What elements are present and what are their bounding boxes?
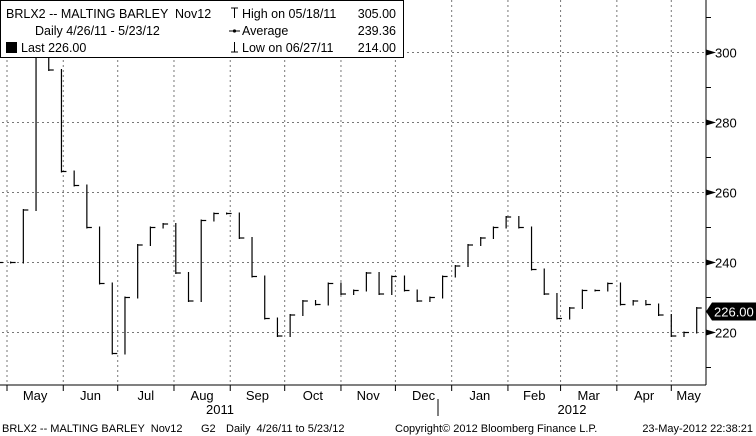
xtick-label: Apr	[634, 388, 655, 403]
ytick-arrow	[706, 49, 716, 56]
last-price-label: 226.00	[714, 305, 754, 320]
axes: 220 240 260 280 300 May Jun Jul Aug Sep Oct Nov Dec J…	[0, 0, 737, 403]
legend: BRLX2 -- MALTING BARLEY Nov12 Daily 4/26…	[0, 0, 404, 58]
xtick-label: Dec	[412, 388, 436, 403]
xtick-label: Jan	[469, 388, 490, 403]
legend-low-label: Low on 06/27/11	[242, 41, 334, 55]
ytick-label: 300	[715, 46, 737, 61]
xtick-label: Jun	[80, 388, 101, 403]
year-label-2011: 2011	[206, 402, 234, 417]
ytick-arrow	[706, 119, 716, 126]
ytick-label: 260	[715, 186, 737, 201]
grid	[2, 0, 706, 385]
footer-range: Daily 4/26/11 to 5/23/12	[226, 423, 344, 435]
ytick-arrow	[706, 189, 716, 196]
legend-high-label: High on 05/18/11	[242, 7, 336, 21]
year-label-2012: 2012	[558, 402, 587, 417]
last-square-icon	[6, 42, 17, 53]
low-marker-icon	[231, 42, 238, 53]
xtick-label: Mar	[578, 388, 601, 403]
last-price-badge: 226.00	[706, 302, 756, 321]
ytick-label: 220	[715, 326, 737, 341]
xtick-label: May	[676, 388, 701, 403]
legend-title: BRLX2 -- MALTING BARLEY Nov12	[6, 7, 211, 21]
average-marker-icon	[229, 29, 240, 33]
xtick-label: Feb	[523, 388, 545, 403]
xtick-label: Sep	[246, 388, 269, 403]
footer-ticker: BRLX2 -- MALTING BARLEY Nov12	[2, 423, 183, 435]
legend-average-value: 239.36	[358, 24, 396, 38]
high-marker-icon	[231, 7, 238, 18]
legend-average-label: Average	[242, 24, 288, 38]
legend-last: Last 226.00	[21, 41, 86, 55]
legend-high-value: 305.00	[358, 7, 396, 21]
price-series	[0, 51, 717, 355]
xtick-label: Oct	[303, 388, 324, 403]
legend-low-value: 214.00	[358, 41, 396, 55]
ytick-label: 240	[715, 256, 737, 271]
legend-period: Daily 4/26/11 - 5/23/12	[35, 24, 160, 38]
ytick-label: 280	[715, 116, 737, 131]
footer-timestamp: 23-May-2012 22:38:21	[642, 423, 753, 435]
xtick-label: May	[23, 388, 48, 403]
ytick-arrow	[706, 329, 716, 336]
ytick-arrow	[706, 259, 716, 266]
xtick-label: Jul	[138, 388, 155, 403]
footer-page: G2	[201, 423, 216, 435]
footer-copyright: Copyright© 2012 Bloomberg Finance L.P.	[395, 423, 597, 435]
xtick-label: Aug	[191, 388, 214, 403]
xtick-label: Nov	[357, 388, 381, 403]
